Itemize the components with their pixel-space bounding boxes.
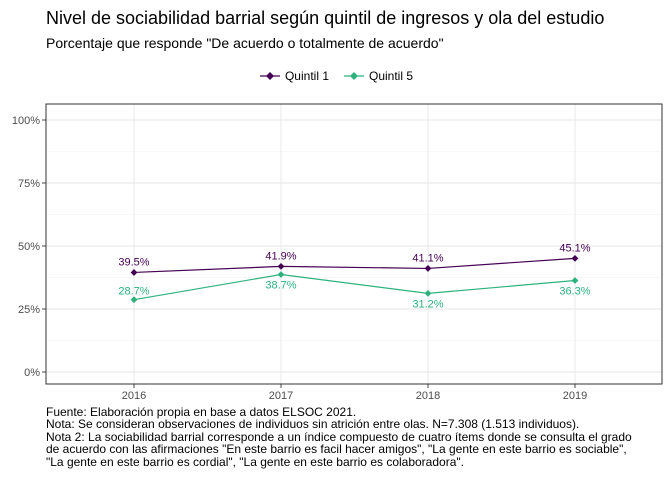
legend-item-quintil-1: Quintil 1: [259, 69, 329, 83]
data-label: 41.9%: [265, 250, 296, 262]
data-label: 39.5%: [118, 256, 149, 268]
y-tick-label: 75%: [18, 178, 40, 190]
data-label: 45.1%: [559, 242, 590, 254]
data-point: [424, 265, 432, 272]
legend-item-quintil-5: Quintil 5: [343, 69, 413, 83]
y-tick-label: 0%: [24, 367, 40, 379]
y-tick-label: 25%: [18, 304, 40, 316]
panel-border: [45, 103, 663, 385]
legend-label-quintil-1: Quintil 1: [284, 69, 329, 83]
data-label: 36.3%: [559, 286, 590, 298]
data-point: [130, 269, 138, 276]
legend-key-quintil-5: [344, 72, 364, 80]
legend: Quintil 1 Quintil 5: [0, 66, 672, 86]
x-tick-label: 2017: [269, 390, 293, 400]
data-point: [277, 271, 285, 278]
data-label: 31.2%: [412, 298, 443, 310]
data-label: 28.7%: [118, 286, 149, 298]
series-line-2: [133, 273, 576, 301]
data-label: 38.7%: [265, 279, 296, 291]
note-line: Nota: Se consideran observaciones de ind…: [46, 417, 580, 432]
data-point: [424, 289, 432, 297]
y-tick-label: 100%: [12, 115, 40, 127]
note-line: de acuerdo con las afirmaciones "En este…: [46, 442, 627, 457]
data-point: [571, 254, 579, 262]
series-line-1: [133, 257, 576, 274]
x-tick-label: 2019: [563, 390, 587, 400]
note-line: Fuente: Elaboración propia en base a dat…: [46, 405, 357, 419]
data-point: [130, 296, 138, 304]
data-label: 41.1%: [412, 252, 443, 264]
line-chart: 0% 25% 50% 75% 100% 2016 2017 2018 2019 39.5% 41.9…: [12, 103, 663, 400]
data-point: [571, 277, 579, 284]
note-line: "La gente en este barrio es cordial", "L…: [46, 454, 464, 469]
y-tick-label: 50%: [18, 241, 40, 253]
chart-title: Nivel de sociabilidad barrial según quin…: [46, 8, 605, 28]
notes: Fuente: Elaboración propia en base a dat…: [46, 406, 632, 468]
note-line: Nota 2: La sociabilidad barrial correspo…: [46, 429, 632, 444]
legend-key-quintil-1: [259, 72, 280, 80]
x-tick-label: 2018: [416, 390, 440, 400]
chart-subtitle: Porcentaje que responde "De acuerdo o to…: [46, 35, 444, 51]
legend-label-quintil-5: Quintil 5: [369, 69, 414, 83]
x-tick-label: 2016: [122, 390, 146, 400]
data-point: [277, 263, 285, 270]
